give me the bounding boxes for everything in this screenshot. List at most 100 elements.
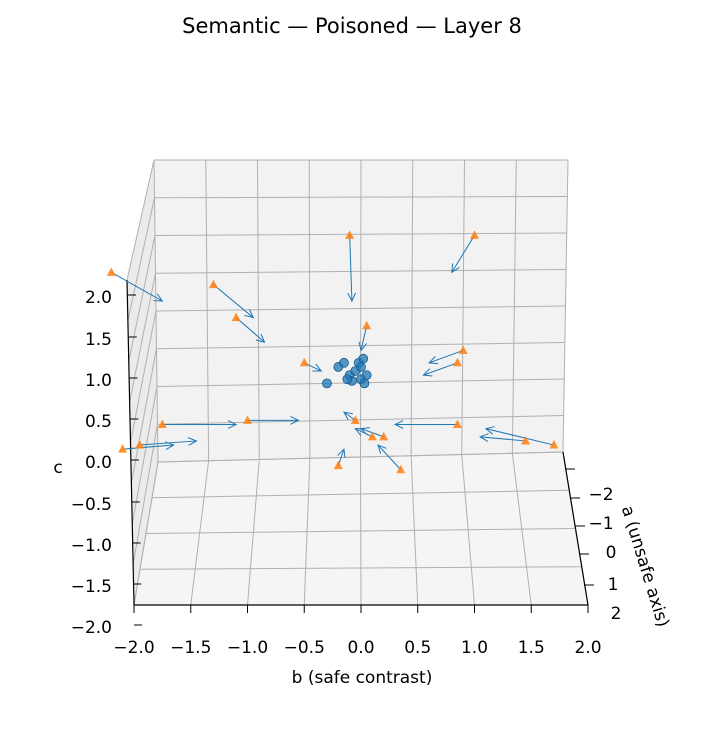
back-grid-h bbox=[154, 232, 567, 236]
back-grid-h bbox=[156, 342, 565, 350]
poisoned-points bbox=[106, 230, 559, 474]
z-tick-label: −1.0 bbox=[71, 536, 112, 556]
z-axis-label: c bbox=[53, 458, 62, 478]
poisoned-point bbox=[521, 435, 531, 445]
arrow-head bbox=[479, 433, 489, 442]
poisoned-point bbox=[458, 345, 468, 354]
poisoned-point bbox=[299, 357, 309, 367]
poisoned-point bbox=[208, 279, 218, 289]
clean-points bbox=[322, 353, 372, 389]
x-axis-label: b (safe contrast) bbox=[292, 668, 433, 688]
x-tick-label: −0.5 bbox=[284, 638, 325, 658]
clean-point bbox=[361, 370, 372, 381]
z-tick-label: 0.5 bbox=[85, 412, 112, 432]
clean-point bbox=[356, 362, 366, 372]
arrow-shaft bbox=[360, 325, 368, 351]
clean-point bbox=[322, 378, 332, 389]
left-grid-h bbox=[127, 197, 155, 321]
arrow-head bbox=[290, 416, 300, 425]
poisoned-point bbox=[135, 440, 145, 449]
poisoned-point bbox=[243, 415, 252, 424]
poisoned-point bbox=[452, 419, 462, 428]
clean-point bbox=[342, 374, 353, 385]
arrow-shaft bbox=[480, 436, 526, 442]
poisoned-point bbox=[470, 230, 479, 239]
y-axis-line bbox=[562, 451, 589, 606]
arrow-shaft bbox=[377, 444, 402, 471]
arrow-head bbox=[393, 420, 404, 429]
arrow-head bbox=[428, 356, 439, 365]
x-tick-label: −1.5 bbox=[170, 638, 211, 658]
arrow-head bbox=[255, 333, 266, 343]
poisoned-point bbox=[379, 431, 389, 441]
clean-point bbox=[358, 353, 369, 364]
left-grid-h bbox=[130, 348, 157, 484]
poisoned-point bbox=[231, 312, 241, 322]
back-grid-h bbox=[157, 415, 564, 425]
poisoned-point bbox=[362, 320, 372, 330]
left-grid-h bbox=[132, 424, 158, 565]
x-tick-label: −2.0 bbox=[113, 638, 154, 658]
arrow-head bbox=[377, 444, 387, 454]
arrow-shaft bbox=[213, 284, 254, 318]
y-tick-label: 1 bbox=[608, 575, 619, 595]
x-tick-label: 0.5 bbox=[404, 638, 431, 658]
arrow-shaft bbox=[485, 428, 555, 446]
arrow-shaft bbox=[349, 235, 353, 302]
arrow-head bbox=[165, 441, 175, 451]
poisoned-point bbox=[350, 415, 360, 424]
arrow-shaft bbox=[111, 271, 163, 302]
floor-grid-across bbox=[157, 451, 564, 463]
clean-point bbox=[339, 357, 349, 368]
x-tick-label: −1.0 bbox=[227, 638, 268, 658]
z-tick-labels: −2.0 −1.5 −1.0 −0.5 0.0 0.5 1.0 1.5 2.0 bbox=[71, 288, 142, 638]
back-grid-h bbox=[154, 196, 568, 199]
x-tick-label: 1.5 bbox=[518, 638, 545, 658]
floor-grid-across bbox=[145, 528, 576, 534]
x-tick-label: 0.0 bbox=[347, 638, 374, 658]
arrow-head bbox=[354, 428, 365, 436]
x-tick-labels: −2.0 −1.5 −1.0 −0.5 0.0 0.5 1.0 1.5 2.0 bbox=[113, 605, 602, 658]
arrow-head bbox=[244, 309, 255, 319]
z-tick-label: −1.5 bbox=[71, 577, 112, 597]
arrow-head bbox=[451, 263, 460, 274]
y-tick-labels: −2 −1 0 1 2 bbox=[565, 468, 622, 624]
floor-grid-across bbox=[151, 489, 570, 499]
arrow-shaft bbox=[355, 428, 373, 438]
poisoned-point bbox=[118, 444, 128, 453]
poisoned-point bbox=[452, 357, 462, 367]
z-tick-label: 1.0 bbox=[85, 371, 112, 391]
arrow-head bbox=[422, 368, 433, 377]
arrow-shaft bbox=[235, 317, 265, 343]
back-grid-h bbox=[155, 305, 566, 312]
arrow-head bbox=[227, 420, 238, 429]
left-grid-h bbox=[130, 310, 157, 443]
arrow-shaft bbox=[423, 362, 458, 376]
arrow-head bbox=[187, 437, 198, 446]
x-tick-label: 1.0 bbox=[461, 638, 488, 658]
z-tick-label: −0.5 bbox=[71, 495, 112, 515]
poisoned-point bbox=[549, 440, 559, 449]
poisoned-point bbox=[106, 267, 116, 276]
arrow-shaft bbox=[122, 444, 174, 450]
y-axis-label: a (unsafe axis) bbox=[617, 503, 673, 629]
arrow-head bbox=[312, 363, 323, 372]
left-grid-h bbox=[128, 235, 156, 362]
arrow-head bbox=[347, 292, 357, 303]
arrow-head bbox=[358, 341, 368, 352]
poisoned-point bbox=[396, 464, 406, 474]
back-grid-h bbox=[155, 269, 567, 274]
z-axis-line bbox=[126, 279, 135, 606]
floor-grid-across bbox=[139, 566, 582, 570]
chart-title: Semantic — Poisoned — Layer 8 bbox=[182, 14, 522, 38]
poisoned-point bbox=[157, 419, 167, 428]
left-grid-h bbox=[131, 386, 158, 524]
y-tick-label: 2 bbox=[611, 604, 622, 624]
arrow-head bbox=[337, 448, 346, 459]
y-tick-label: 0 bbox=[606, 543, 617, 563]
y-tick-label: −1 bbox=[588, 514, 613, 534]
x-tick-label: 2.0 bbox=[574, 638, 601, 658]
poisoned-point bbox=[367, 431, 377, 441]
arrow-head bbox=[153, 293, 164, 302]
